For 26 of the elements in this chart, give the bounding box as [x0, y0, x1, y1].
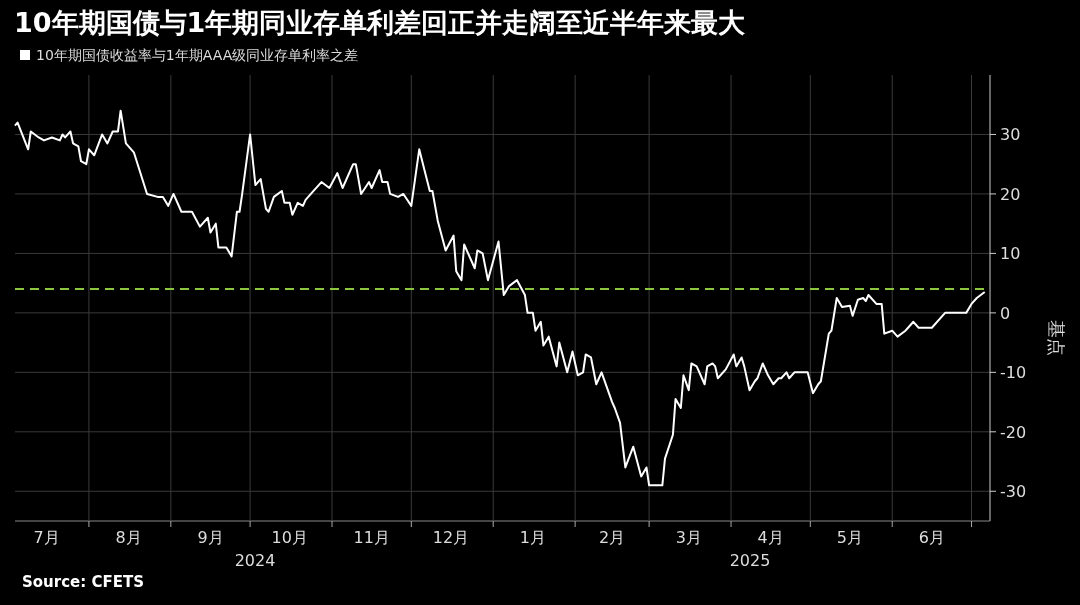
- x-tick-label: 9月: [197, 528, 224, 547]
- x-tick-label: 12月: [432, 528, 470, 547]
- y-tick-label: 30: [1000, 125, 1021, 145]
- x-tick-label: 6月: [918, 528, 945, 547]
- legend-label: 10年期国债收益率与1年期AAA级同业存单利率之差: [36, 47, 359, 63]
- x-tick-label: 11月: [353, 528, 390, 547]
- chart-title: 10年期国债与1年期同业存单利差回正并走阔至近半年来最大: [14, 7, 747, 38]
- y-tick-label: 10: [1000, 244, 1021, 264]
- x-tick-label: 1月: [519, 528, 546, 547]
- x-tick-label: 8月: [115, 528, 142, 547]
- y-tick-label: -20: [1000, 422, 1027, 442]
- line-series: [13, 109, 986, 487]
- y-tick-label: -10: [1000, 363, 1027, 383]
- x-tick-label: 3月: [675, 528, 702, 547]
- text: 2024: [234, 551, 276, 570]
- y-tick-label: -30: [1000, 482, 1027, 502]
- source-note: Source: CFETS: [22, 573, 145, 591]
- x-tick-label: 7月: [33, 528, 60, 547]
- y-axis-title: 基点: [1046, 320, 1067, 356]
- y-tick-label: 20: [1000, 184, 1021, 204]
- text: 2025: [729, 551, 771, 570]
- x-tick-label: 2月: [599, 528, 626, 547]
- x-tick-label: 4月: [757, 528, 784, 547]
- x-tick-label: 5月: [836, 528, 864, 547]
- x-tick-label: 10月: [271, 528, 308, 547]
- y-tick-label: 0: [1000, 303, 1011, 323]
